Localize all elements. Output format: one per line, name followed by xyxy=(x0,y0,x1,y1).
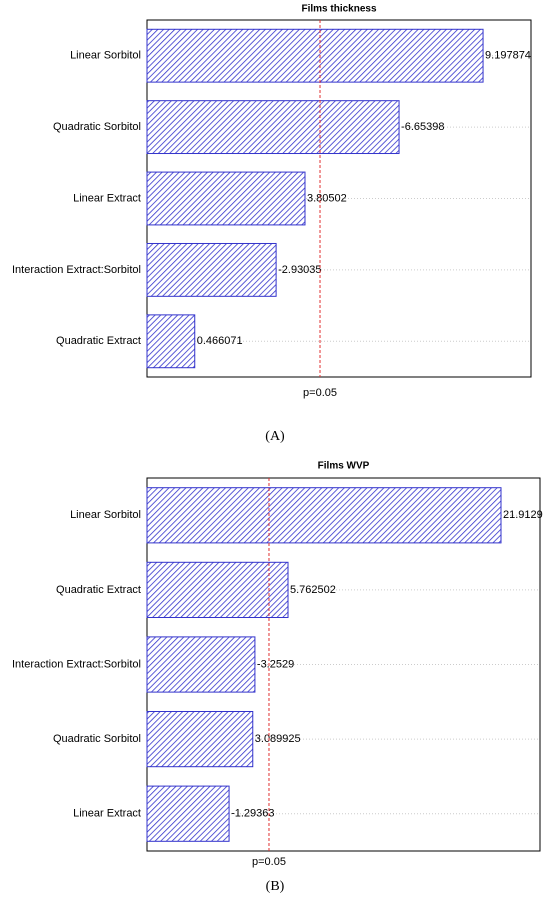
data-label: -3.2529 xyxy=(257,658,294,670)
bar xyxy=(146,785,230,842)
y-tick-label: Linear Extract xyxy=(73,192,141,204)
data-label: 5.762502 xyxy=(290,584,336,596)
data-label: -6.65398 xyxy=(401,121,444,133)
bar xyxy=(146,242,277,297)
chart-title: Films WVP xyxy=(318,461,370,472)
reference-label: p=0.05 xyxy=(252,856,286,868)
bar xyxy=(146,487,502,544)
y-tick-label: Linear Sorbitol xyxy=(70,50,141,62)
panel-caption: (B) xyxy=(266,879,285,894)
data-label: 9.197874 xyxy=(485,50,531,62)
panel-caption: (A) xyxy=(265,429,285,444)
y-tick-label: Quadratic Sorbitol xyxy=(53,121,141,133)
y-tick-label: Linear Extract xyxy=(73,808,141,820)
y-tick-label: Linear Sorbitol xyxy=(70,509,141,521)
data-label: 21.9129 xyxy=(503,509,543,521)
data-label: -2.93035 xyxy=(278,264,321,276)
data-label: -1.29363 xyxy=(231,808,274,820)
data-label: 0.466071 xyxy=(197,335,243,347)
data-label: 3.089925 xyxy=(255,733,301,745)
data-label: 3.80502 xyxy=(307,192,347,204)
bar xyxy=(146,171,306,226)
bar xyxy=(146,710,254,768)
y-tick-label: Quadratic Sorbitol xyxy=(53,733,141,745)
y-tick-label: Interaction Extract:Sorbitol xyxy=(12,264,141,276)
bar xyxy=(146,636,256,693)
bar xyxy=(146,28,484,83)
bar xyxy=(146,314,196,369)
reference-label: p=0.05 xyxy=(303,387,337,399)
chart-title: Films thickness xyxy=(301,4,376,15)
bar xyxy=(146,100,400,155)
bar xyxy=(146,561,289,619)
y-tick-label: Quadratic Extract xyxy=(56,584,141,596)
y-tick-label: Interaction Extract:Sorbitol xyxy=(12,658,141,670)
y-tick-label: Quadratic Extract xyxy=(56,335,141,347)
